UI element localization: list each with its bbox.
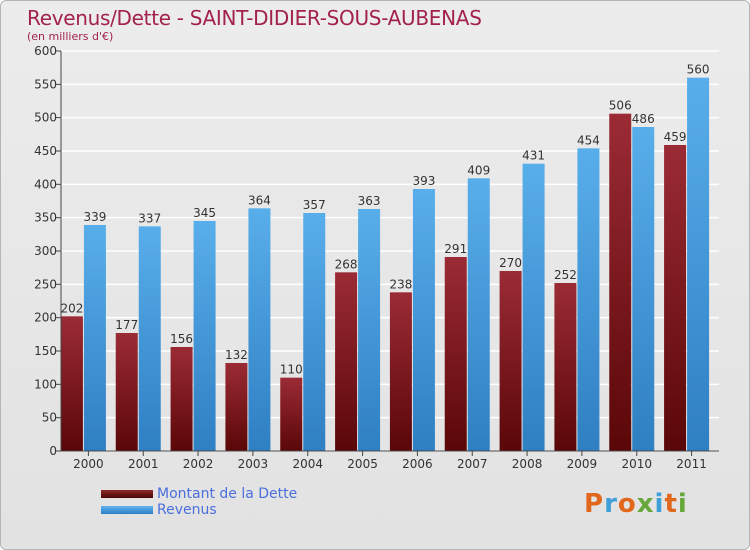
- bar-dette: [335, 272, 358, 451]
- data-label-dette: 459: [664, 130, 687, 144]
- data-label-dette: 291: [444, 242, 467, 256]
- legend-label-revenus: Revenus: [157, 502, 217, 518]
- bar-revenus: [412, 189, 435, 451]
- data-label-dette: 252: [554, 268, 577, 282]
- logo-letter: P: [584, 489, 605, 519]
- axes: 0 50 100 150 200 250 300 350 400 450 500 550 600 2000…: [34, 44, 719, 471]
- data-label-dette: 202: [60, 301, 83, 315]
- bar-dette: [115, 333, 138, 451]
- data-label-revenus: 339: [83, 210, 106, 224]
- bar-revenus: [193, 221, 216, 451]
- logo-letter: r: [604, 489, 618, 519]
- bar-revenus: [358, 209, 381, 451]
- data-label-dette: 506: [609, 99, 632, 113]
- y-tick-label: 300: [34, 244, 57, 258]
- x-tick-label: 2006: [402, 457, 433, 471]
- proxiti-logo: Proxiti: [584, 489, 688, 519]
- y-tick-label: 100: [34, 377, 57, 391]
- bar-revenus: [248, 208, 271, 451]
- y-tick-label: 600: [34, 44, 57, 58]
- legend-label-dette: Montant de la Dette: [157, 486, 298, 502]
- bar-revenus: [687, 77, 710, 452]
- x-tick-label: 2010: [621, 457, 652, 471]
- y-tick-label: 500: [34, 111, 57, 125]
- data-label-revenus: 364: [248, 193, 271, 207]
- x-tick-label: 2008: [512, 457, 543, 471]
- chart-title: Revenus/Dette - SAINT-DIDIER-SOUS-AUBENA…: [27, 6, 482, 30]
- y-tick-label: 350: [34, 211, 57, 225]
- data-label-dette: 177: [115, 318, 138, 332]
- chart-subtitle: (en milliers d'€): [27, 30, 114, 43]
- y-tick-label: 150: [34, 344, 57, 358]
- bar-dette: [499, 271, 522, 451]
- data-label-revenus: 357: [303, 198, 326, 212]
- bar-dette: [664, 145, 687, 451]
- bar-revenus: [522, 163, 545, 451]
- bar-dette: [609, 113, 632, 452]
- data-label-revenus: 393: [412, 174, 435, 188]
- bar-revenus: [577, 148, 600, 452]
- y-tick-label: 250: [34, 277, 57, 291]
- bar-dette: [280, 377, 303, 451]
- x-tick-label: 2001: [128, 457, 159, 471]
- data-label-dette: 156: [170, 332, 193, 346]
- data-label-dette: 268: [335, 257, 358, 271]
- data-label-revenus: 337: [138, 211, 161, 225]
- bar-dette: [554, 283, 577, 451]
- data-label-revenus: 363: [358, 194, 381, 208]
- logo-letter: i: [654, 489, 665, 519]
- data-label-dette: 132: [225, 348, 248, 362]
- bar-dette: [444, 257, 467, 451]
- data-label-revenus: 409: [467, 163, 490, 177]
- y-tick-label: 450: [34, 144, 57, 158]
- x-tick-label: 2004: [292, 457, 323, 471]
- bar-dette: [60, 316, 83, 451]
- bar-dette: [225, 363, 248, 451]
- logo-letter: t: [664, 489, 678, 519]
- bar-dette: [170, 347, 193, 451]
- data-label-revenus: 431: [522, 149, 545, 163]
- bar-revenus: [83, 225, 106, 451]
- x-tick-label: 2003: [238, 457, 269, 471]
- data-label-revenus: 486: [632, 112, 655, 126]
- y-tick-label: 400: [34, 177, 57, 191]
- bar-revenus: [303, 213, 326, 451]
- data-label-revenus: 454: [577, 133, 600, 147]
- bar-revenus: [632, 127, 655, 451]
- y-tick-label: 0: [49, 444, 57, 458]
- y-tick-label: 550: [34, 77, 57, 91]
- data-label-revenus: 560: [687, 63, 710, 77]
- data-label-revenus: 345: [193, 206, 216, 220]
- logo-letter: x: [636, 489, 655, 519]
- legend-swatch-dette: [101, 490, 153, 498]
- y-tick-label: 50: [42, 411, 57, 425]
- x-tick-label: 2011: [676, 457, 707, 471]
- y-tick-label: 200: [34, 311, 57, 325]
- x-tick-label: 2005: [347, 457, 378, 471]
- x-tick-label: 2000: [73, 457, 104, 471]
- x-tick-label: 2007: [457, 457, 488, 471]
- logo-letter: o: [617, 489, 637, 519]
- data-label-dette: 110: [280, 363, 303, 377]
- bars: 202 339 177 337 156 345 132 364 110 357 268 363 238 3…: [60, 63, 710, 452]
- logo-letter: i: [677, 489, 688, 519]
- bar-revenus: [138, 226, 161, 451]
- x-tick-label: 2002: [183, 457, 214, 471]
- data-label-dette: 270: [499, 256, 522, 270]
- x-tick-label: 2009: [567, 457, 598, 471]
- bar-revenus: [467, 178, 490, 452]
- legend-swatch-revenus: [101, 506, 153, 514]
- data-label-dette: 238: [389, 277, 412, 291]
- bar-dette: [389, 292, 412, 451]
